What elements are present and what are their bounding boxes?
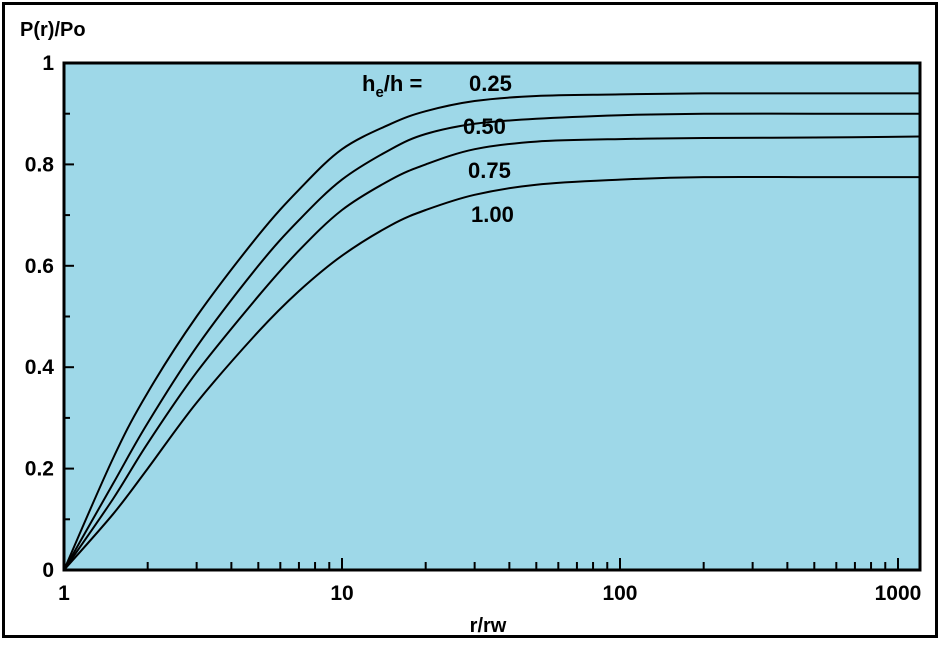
series-group — [63, 92, 921, 571]
series-line-0.50 — [63, 112, 920, 571]
series-label-0.50: 0.50 — [463, 114, 506, 139]
y-ticks: 0 0.2 0.4 0.6 0.8 1 — [25, 52, 74, 582]
x-axis-label: r/rw — [470, 615, 507, 637]
legend-title-rest: /h = — [384, 71, 423, 96]
series-line-1.00 — [63, 175, 920, 571]
series-line-0.25 — [63, 92, 920, 571]
x-tick-label: 1000 — [875, 582, 922, 605]
plot-area — [62, 61, 922, 572]
x-tick-label: 1 — [58, 582, 70, 605]
y-tick-label: 0.8 — [25, 153, 55, 176]
series-labels: 0.25 0.50 0.75 1.00 — [463, 71, 514, 227]
series-label-0.75: 0.75 — [468, 158, 511, 183]
legend-title-main: h — [362, 71, 375, 96]
series-label-1.00: 1.00 — [471, 202, 514, 227]
y-tick-label: 0.4 — [25, 356, 55, 379]
y-tick-label: 0.2 — [25, 458, 54, 481]
y-tick-label: 1 — [42, 52, 54, 75]
x-ticks: 1 10 100 1000 — [58, 558, 921, 605]
y-tick-label: 0.6 — [25, 255, 54, 278]
series-label-0.25: 0.25 — [469, 71, 512, 96]
legend-title: he/h = — [362, 71, 422, 101]
x-tick-label: 100 — [602, 582, 637, 605]
y-axis-label: P(r)/Po — [20, 19, 86, 41]
y-tick-label: 0 — [42, 559, 54, 582]
legend-title-sub: e — [375, 84, 383, 101]
x-tick-label: 10 — [330, 582, 353, 605]
series-line-0.75 — [63, 135, 921, 571]
